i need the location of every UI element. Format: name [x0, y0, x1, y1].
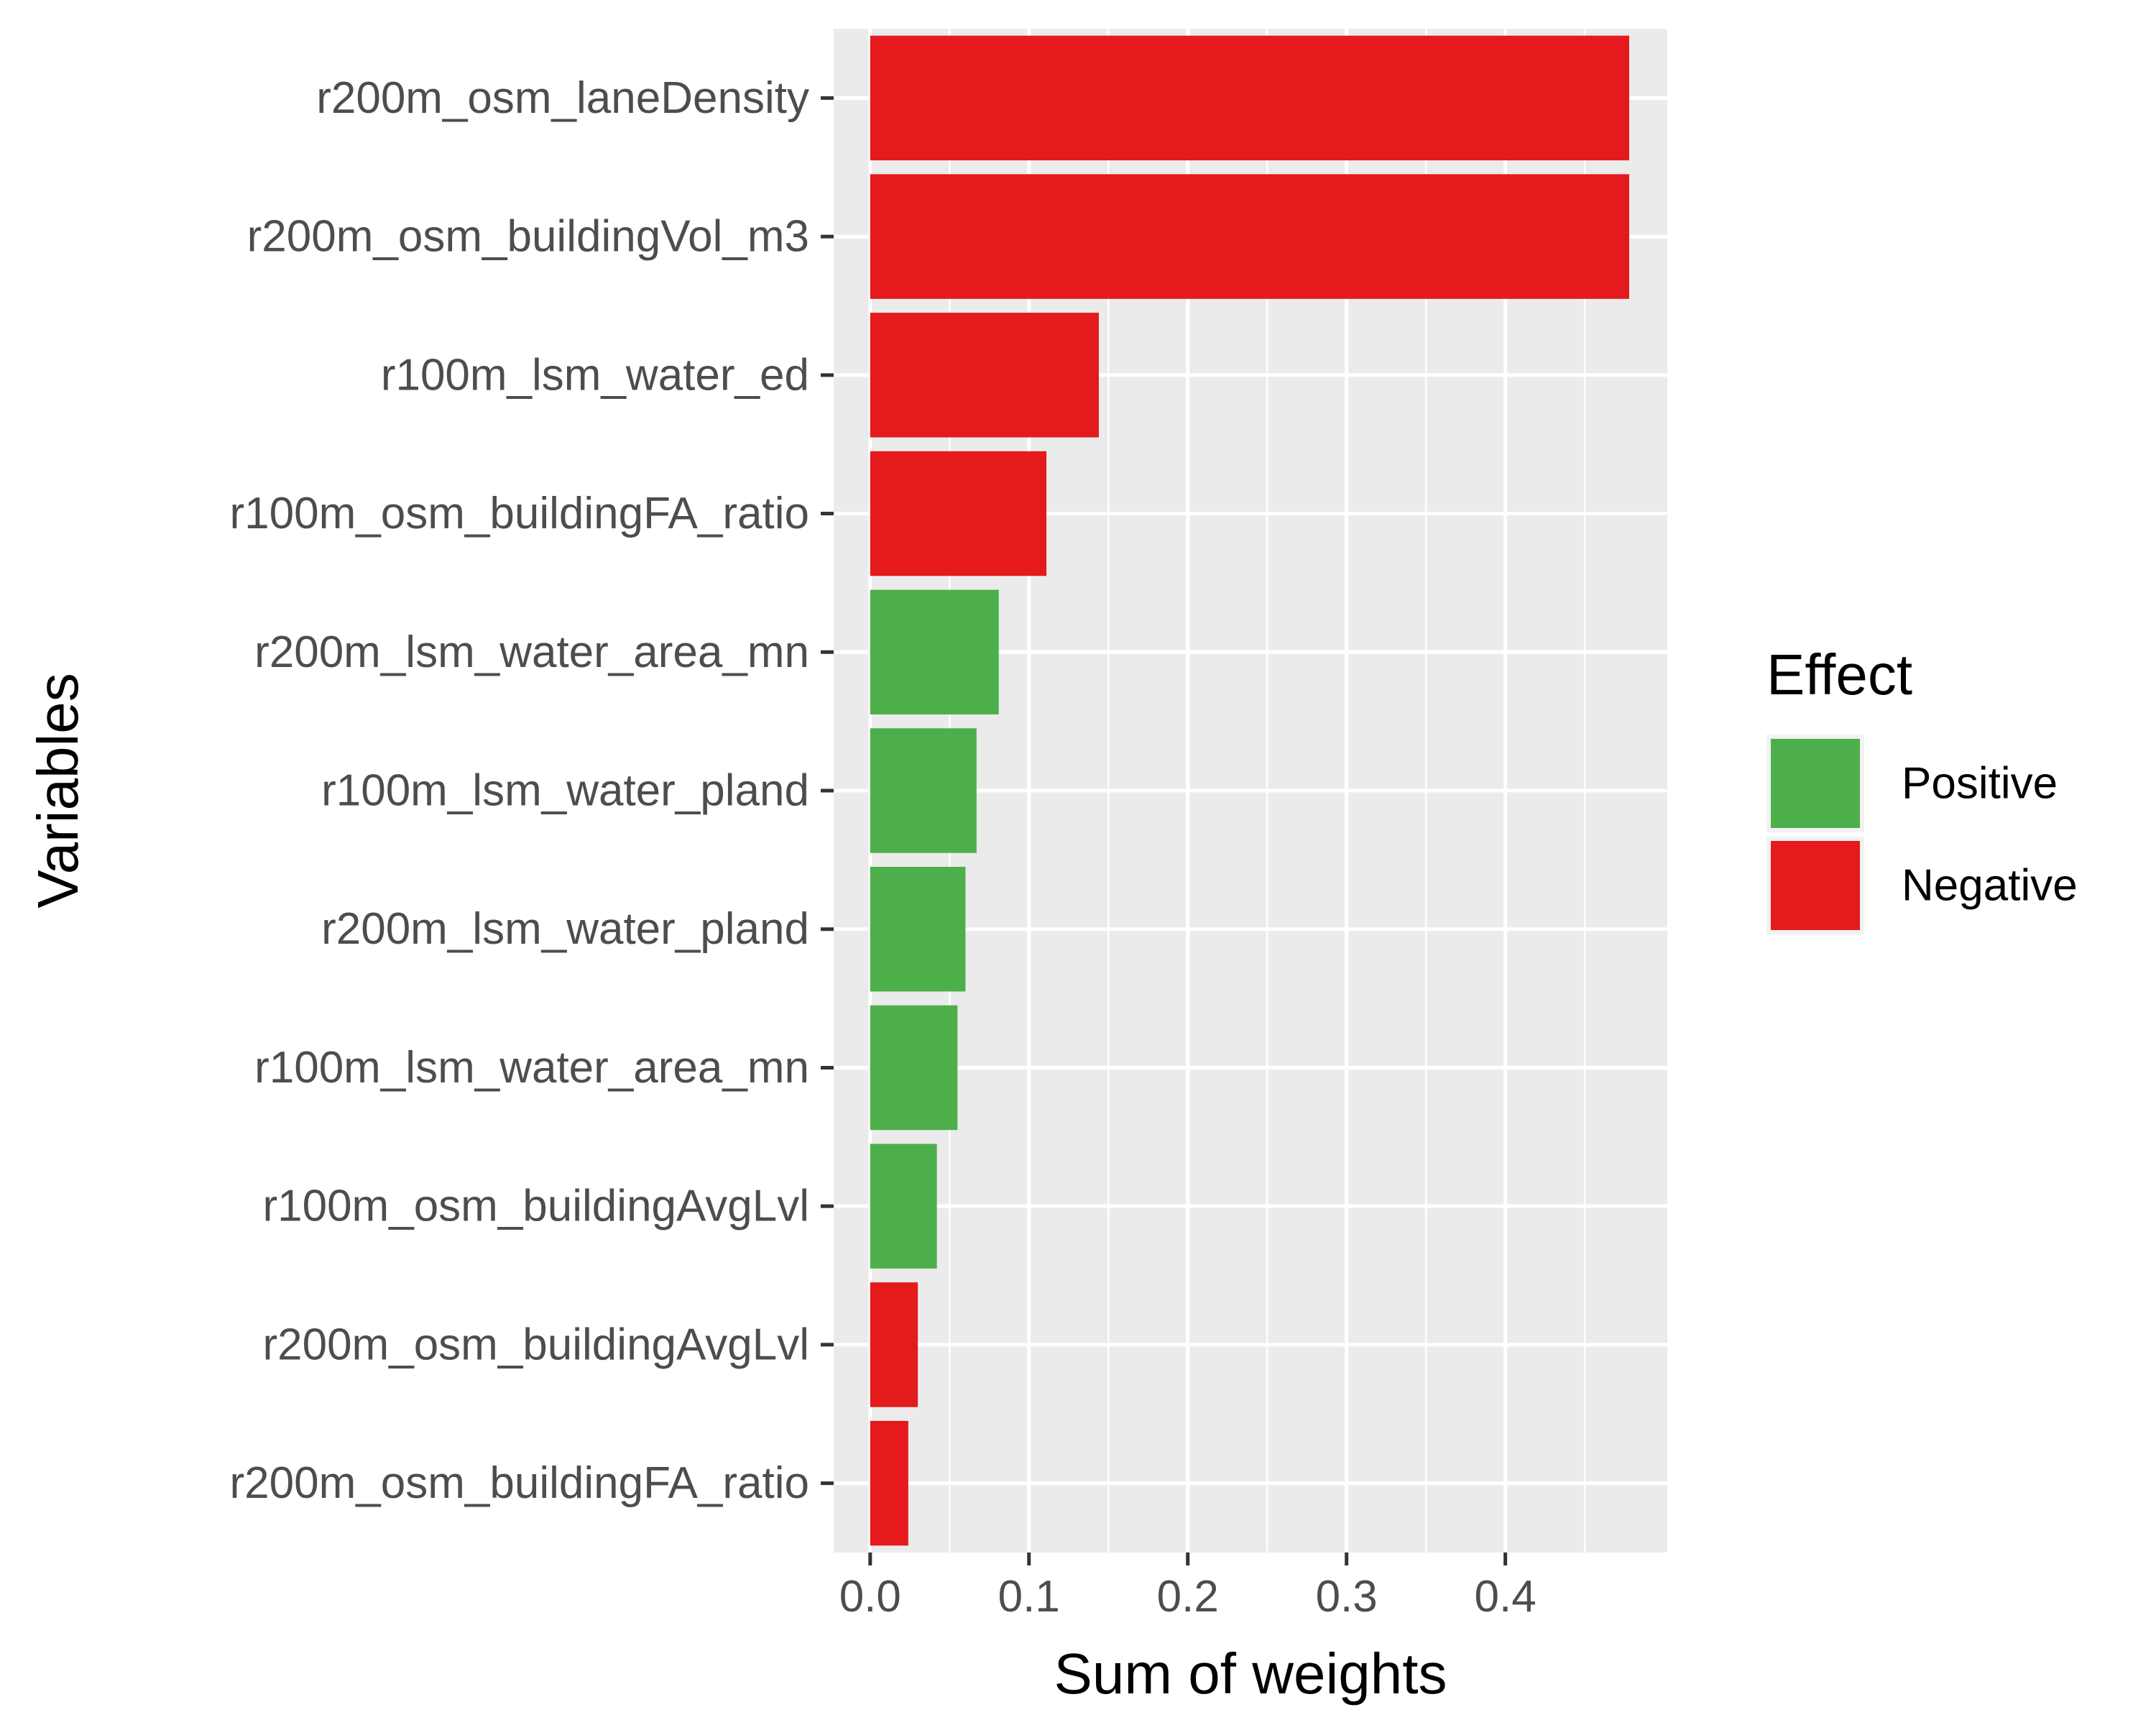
y-tick-label: r100m_osm_buildingAvgLvl: [262, 1182, 809, 1231]
y-axis-title: Variables: [26, 673, 90, 908]
bar: [870, 1420, 908, 1546]
y-tick-label: r200m_osm_buildingFA_ratio: [230, 1458, 809, 1508]
x-tick-label: 0.1: [998, 1572, 1060, 1622]
x-tick-label: 0.0: [839, 1572, 901, 1622]
bars: [870, 35, 1629, 1546]
bar: [870, 313, 1099, 438]
x-tick-label: 0.4: [1475, 1572, 1537, 1622]
y-tick-label: r200m_lsm_water_pland: [321, 904, 809, 954]
x-tick-label: 0.3: [1316, 1572, 1378, 1622]
bar: [870, 1144, 937, 1269]
legend-title: Effect: [1766, 643, 1912, 707]
legend-key: [1771, 739, 1860, 828]
bar: [870, 174, 1629, 299]
bar: [870, 35, 1629, 161]
y-tick-label: r200m_osm_laneDensity: [316, 73, 809, 123]
y-axis: r200m_osm_laneDensity r200m_osm_buildingV…: [230, 73, 834, 1508]
legend-label: Negative: [1902, 861, 2078, 911]
x-axis-title: Sum of weights: [1054, 1642, 1447, 1706]
y-tick-label: r100m_lsm_water_area_mn: [254, 1043, 809, 1092]
bar: [870, 728, 977, 853]
y-tick-label: r200m_lsm_water_area_mn: [254, 627, 809, 677]
y-tick-label: r100m_lsm_water_ed: [381, 350, 809, 400]
bar: [870, 1282, 918, 1407]
y-tick-label: r200m_osm_buildingAvgLvl: [262, 1320, 809, 1369]
x-tick-label: 0.2: [1157, 1572, 1219, 1622]
legend: Effect Positive Negative: [1766, 643, 2078, 934]
bar: [870, 451, 1047, 576]
bar: [870, 1005, 958, 1131]
x-axis: 0.0 0.1 0.2 0.3 0.4: [839, 1552, 1537, 1622]
y-tick-label: r200m_osm_buildingVol_m3: [247, 212, 809, 262]
y-tick-label: r100m_lsm_water_pland: [321, 766, 809, 816]
y-tick-label: r100m_osm_buildingFA_ratio: [230, 489, 809, 538]
bar: [870, 589, 999, 714]
legend-label: Positive: [1902, 759, 2058, 809]
bar: [870, 867, 966, 992]
legend-key: [1771, 841, 1860, 930]
